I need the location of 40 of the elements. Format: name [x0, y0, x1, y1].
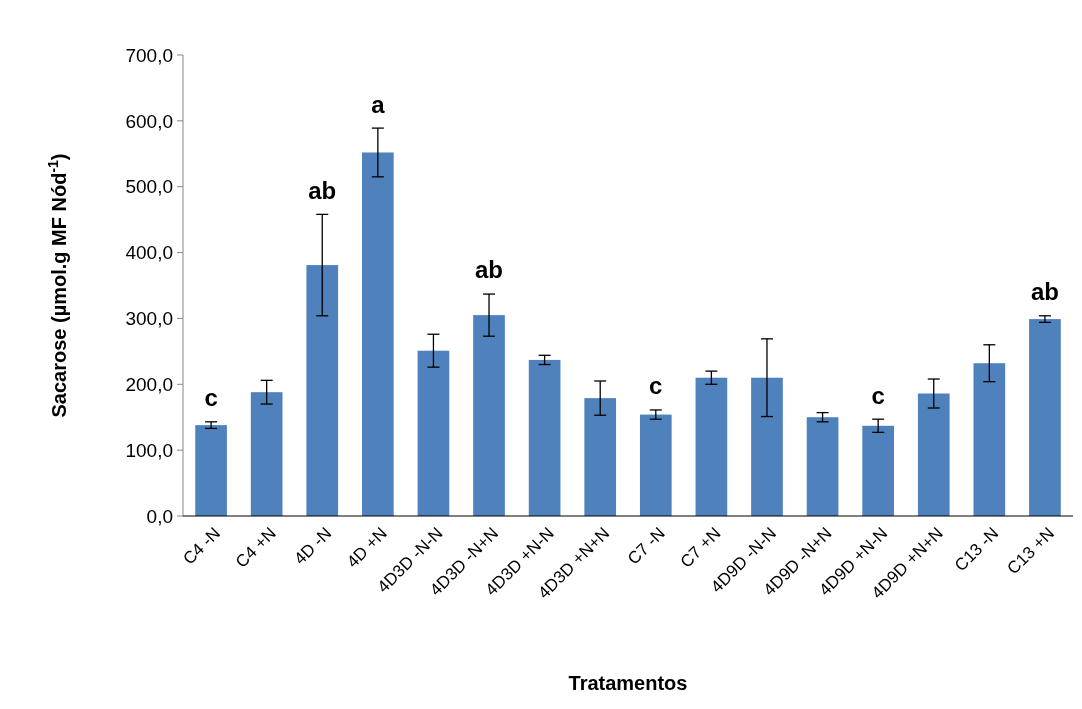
- bar: [806, 417, 839, 516]
- bar: [473, 315, 505, 516]
- bar: [1029, 319, 1061, 516]
- y-tick-label: 0,0: [146, 505, 173, 527]
- bar: [306, 265, 339, 516]
- annotation: c: [204, 384, 218, 412]
- x-tick-label: C4 -N: [179, 523, 225, 569]
- x-tick-label: 4D +N: [343, 523, 391, 572]
- bar: [862, 425, 894, 516]
- bar: [973, 363, 1006, 516]
- bar: [250, 392, 283, 516]
- annotation: c: [871, 381, 885, 409]
- y-tick-label: 400,0: [125, 242, 173, 264]
- bar: [584, 398, 617, 516]
- annotation: ab: [475, 256, 504, 284]
- annotation: c: [649, 372, 663, 400]
- bar: [695, 377, 728, 516]
- x-tick-label: C13 -N: [950, 523, 1003, 576]
- y-tick-label: 600,0: [125, 110, 173, 132]
- bar: [528, 359, 561, 516]
- y-tick-label: 700,0: [125, 44, 173, 66]
- bar: [639, 414, 672, 516]
- annotation: ab: [1030, 278, 1059, 306]
- y-tick-label: 200,0: [125, 373, 173, 395]
- y-tick-label: 500,0: [125, 176, 173, 198]
- x-axis-title: Tratamentos: [568, 672, 688, 694]
- x-tick-label: C7 -N: [624, 523, 669, 569]
- x-tick-label: 4D -N: [290, 523, 336, 569]
- bar: [751, 377, 783, 516]
- x-tick-label: C13 +N: [1003, 523, 1058, 579]
- bar: [917, 393, 950, 516]
- x-tick-label: C4 +N: [231, 523, 280, 572]
- y-tick-label: 100,0: [125, 439, 173, 461]
- bar: [417, 350, 450, 516]
- y-tick-label: 300,0: [125, 308, 173, 330]
- bar: [195, 425, 227, 516]
- x-tick-label: C7 +N: [676, 523, 725, 572]
- bar: [362, 152, 394, 516]
- annotation: a: [371, 90, 386, 118]
- annotation: ab: [308, 176, 337, 204]
